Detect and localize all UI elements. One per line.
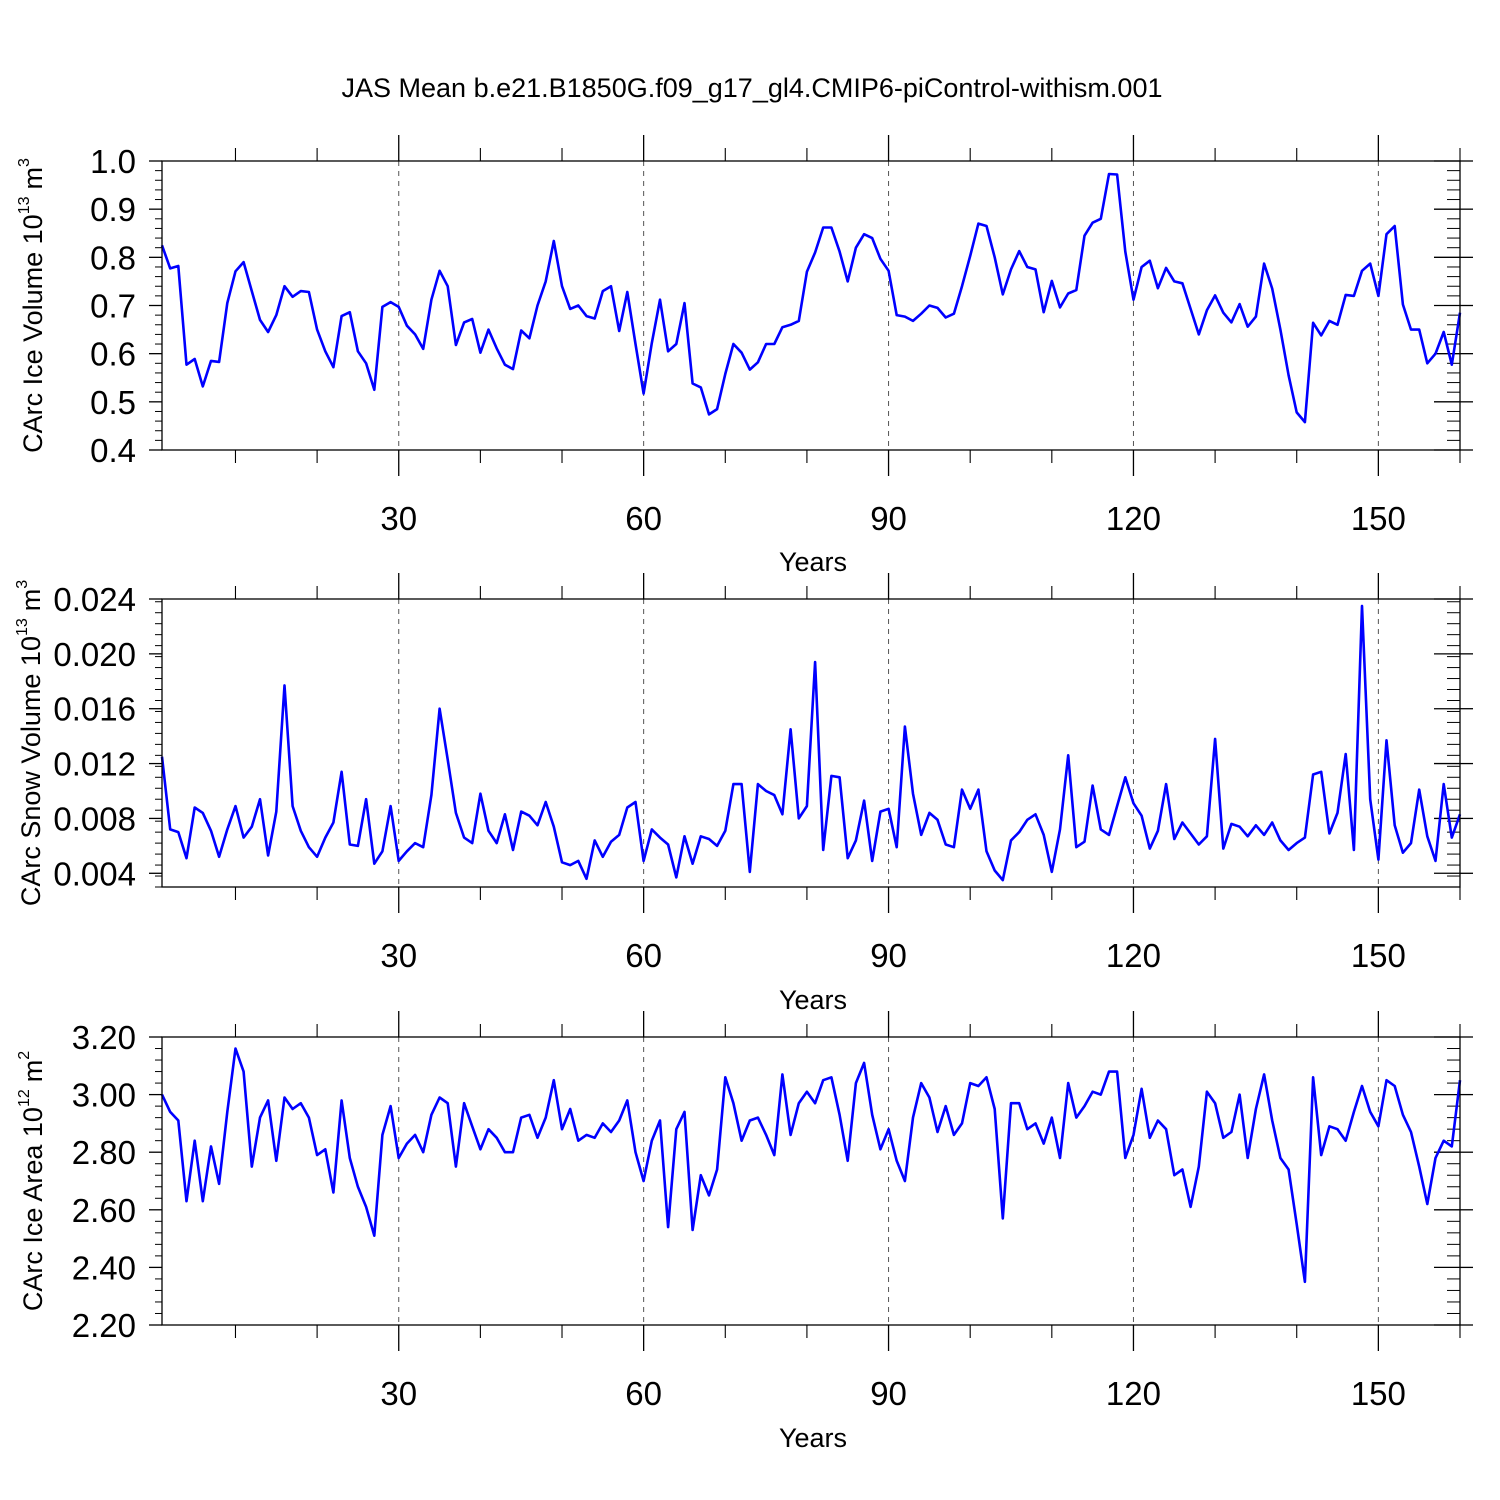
y-tick-label: 0.6	[90, 336, 136, 373]
y-axis-title-exponent: 13	[16, 196, 33, 214]
y-tick-label: 3.00	[72, 1077, 136, 1114]
minor-ticks	[155, 586, 1461, 900]
y-tick-label: 0.5	[90, 384, 136, 421]
y-tick-label: 0.7	[90, 288, 136, 325]
x-tick-labels: 30 60 90 120 150	[380, 500, 1406, 537]
y-axis-title: CArc Snow Volume 1013 m3	[14, 580, 46, 906]
panel-ice-area: 30 60 90 120 150 2.20 2.40 2.60 2.80 3.00 3.20 Ye…	[16, 1011, 1473, 1453]
plot-frame	[161, 160, 1461, 451]
y-tick-label: 2.80	[72, 1134, 136, 1171]
x-tick-labels: 30 60 90 120 150	[380, 937, 1406, 974]
minor-ticks	[155, 1024, 1461, 1338]
y-tick-label: 0.4	[90, 432, 136, 469]
y-axis-title-exponent: 13	[14, 618, 31, 636]
major-ticks	[149, 135, 1473, 476]
y-axis-title-unit: m	[18, 167, 48, 190]
panel-snow-volume: 30 60 90 120 150 0.0040.0080.0120.0160.0200.…	[14, 573, 1473, 1015]
y-axis-title-unit-exponent: 2	[16, 1051, 33, 1060]
x-tick-label: 120	[1106, 937, 1161, 974]
x-axis-title: Years	[779, 1423, 847, 1453]
y-axis-title-unit: m	[16, 589, 46, 612]
major-ticks	[149, 573, 1473, 913]
y-axis-title-unit: m	[18, 1060, 48, 1083]
y-tick-label: 0.020	[53, 636, 136, 673]
x-tick-label: 90	[870, 1375, 907, 1412]
x-tick-label: 30	[380, 500, 417, 537]
y-axis-title-exponent: 12	[16, 1089, 33, 1107]
y-axis-title-main: CArc Ice Volume 10	[18, 214, 48, 453]
minor-ticks	[155, 148, 1461, 463]
y-tick-labels: 0.4 0.5 0.6 0.7 0.8 0.9 1.0	[90, 143, 136, 469]
y-tick-label: 0.8	[90, 239, 136, 276]
y-tick-label: 3.20	[72, 1019, 136, 1056]
x-tick-label: 30	[380, 1375, 417, 1412]
x-tick-label: 90	[870, 500, 907, 537]
y-axis-title-unit-exponent: 3	[14, 580, 31, 589]
y-tick-label: 2.60	[72, 1192, 136, 1229]
y-tick-label: 0.004	[53, 855, 136, 892]
panel-ice-volume: 30 60 90 120 150 0.4 0.5 0.6 0.7 0.8 0.9 1.0 Years…	[16, 135, 1473, 577]
y-tick-label: 0.008	[53, 800, 136, 837]
y-tick-label: 0.012	[53, 746, 136, 783]
series-line	[160, 604, 1462, 882]
x-tick-label: 60	[625, 500, 662, 537]
y-tick-label: 2.20	[72, 1307, 136, 1344]
x-tick-label: 120	[1106, 1375, 1161, 1412]
y-tick-labels: 2.20 2.40 2.60 2.80 3.00 3.20	[72, 1019, 136, 1344]
x-tick-label: 120	[1106, 500, 1161, 537]
y-tick-label: 1.0	[90, 143, 136, 180]
series-line	[160, 1047, 1462, 1284]
x-tick-label: 90	[870, 937, 907, 974]
y-axis-title-main: CArc Snow Volume 10	[16, 636, 46, 906]
y-axis-title: CArc Ice Volume 1013 m3	[16, 158, 48, 453]
x-tick-label: 150	[1351, 1375, 1406, 1412]
y-tick-label: 0.016	[53, 691, 136, 728]
x-tick-label: 60	[625, 937, 662, 974]
y-tick-label: 2.40	[72, 1249, 136, 1286]
y-tick-label: 0.9	[90, 191, 136, 228]
x-tick-labels: 30 60 90 120 150	[380, 1375, 1406, 1412]
x-tick-label: 150	[1351, 500, 1406, 537]
plot-frame	[161, 598, 1461, 888]
y-tick-labels: 0.004 0.008 0.012 0.016 0.020 0.024	[53, 581, 136, 892]
y-axis-title: CArc Ice Area 1012 m2	[16, 1051, 48, 1311]
series-line	[160, 172, 1462, 424]
plot-frame	[161, 1036, 1461, 1326]
x-axis-title: Years	[779, 547, 847, 577]
x-tick-label: 150	[1351, 937, 1406, 974]
y-tick-label: 0.024	[53, 581, 136, 618]
x-axis-title: Years	[779, 985, 847, 1015]
y-axis-title-main: CArc Ice Area 10	[18, 1107, 48, 1311]
x-tick-label: 60	[625, 1375, 662, 1412]
grid-lines	[398, 599, 1379, 887]
figure-title: JAS Mean b.e21.B1850G.f09_g17_gl4.CMIP6-…	[342, 73, 1163, 103]
x-tick-label: 30	[380, 937, 417, 974]
y-axis-title-unit-exponent: 3	[16, 158, 33, 167]
